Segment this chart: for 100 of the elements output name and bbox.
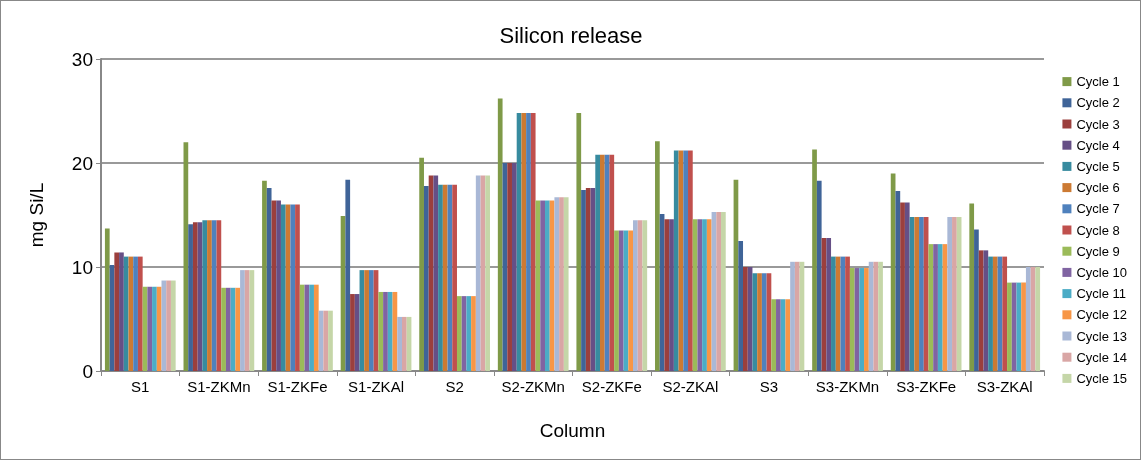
bar [240,270,245,371]
bar [1016,282,1022,371]
bar [581,190,586,371]
bar [328,310,333,371]
bar [706,219,712,371]
bar [152,286,157,371]
bar [609,154,615,371]
bar [928,244,934,371]
bar [497,98,503,371]
bar [771,299,777,371]
bar [114,252,120,371]
legend-label: Cycle 10 [1076,264,1127,280]
bar [354,294,360,371]
bar [511,163,517,371]
bar [387,291,393,371]
bar [563,197,569,371]
legend-label: Cycle 13 [1076,328,1127,344]
bar [743,267,748,371]
bar [859,268,865,371]
bar [776,299,781,371]
legend-label: Cycle 3 [1076,116,1120,132]
bar [368,270,374,371]
bar [831,256,836,371]
bar [845,256,850,371]
legend-label: Cycle 7 [1076,201,1120,217]
bar [919,217,924,371]
bar [878,261,883,371]
bar [585,187,591,371]
bar [969,203,975,371]
bar [914,217,920,371]
bar [364,270,369,371]
bar [309,284,314,371]
bar [1007,282,1012,371]
bar [540,200,545,371]
legend-label: Cycle 6 [1076,180,1120,196]
bar [947,217,953,371]
bar [262,180,267,371]
bar [350,294,355,371]
bar [485,175,490,371]
bar [794,261,800,371]
bar [545,200,550,371]
bar [225,287,231,371]
bar [816,180,822,371]
y-axis-title: mg Si/L [26,182,47,248]
bar [826,237,832,371]
legend-label: Cycle 4 [1076,137,1120,153]
bar [133,256,138,371]
bar [266,187,272,371]
x-tick-label: S2-ZKFe [581,378,642,395]
bar [235,287,241,371]
x-tick-label: S1-ZKFe [267,378,328,395]
bar [683,150,689,371]
x-tick-label: S2 [445,378,464,395]
bar [988,256,993,371]
bar [1002,256,1008,371]
legend-label: Cycle 12 [1076,307,1127,323]
bar [137,256,143,371]
bar [785,299,791,371]
chart-title: Silicon release [499,22,643,48]
bar [378,291,384,371]
bar [166,280,171,371]
x-tick-label: S3-ZKMn [815,378,880,395]
bar [323,310,329,371]
bar [521,113,527,371]
bar [992,256,998,371]
bar [1025,267,1031,371]
bar [697,219,703,371]
bar [299,284,305,371]
bar [673,150,679,371]
bar [738,241,744,371]
bar [345,179,351,371]
y-tick-label: 0 [82,360,93,382]
bar [895,191,901,371]
legend-label: Cycle 2 [1076,95,1120,111]
bar [192,222,198,371]
bar [438,184,443,371]
bar [1035,267,1041,371]
bar [752,273,758,371]
bar [507,163,512,371]
bar [937,244,943,371]
bar [156,286,162,371]
bar [442,184,448,371]
bar [207,220,212,371]
bar [280,204,286,371]
bar [530,113,536,371]
bar [600,154,605,371]
bar [211,220,217,371]
legend-label: Cycle 14 [1076,349,1127,365]
legend-label: Cycle 11 [1076,286,1127,302]
bar [423,185,429,371]
bar [864,268,869,371]
bar [983,250,989,371]
bar [576,113,582,371]
bar [123,256,129,371]
bar [244,270,250,371]
bar [471,296,476,371]
x-tick-label: S3 [759,378,779,395]
bar [475,175,481,371]
bar [295,204,300,371]
bar [526,113,531,371]
